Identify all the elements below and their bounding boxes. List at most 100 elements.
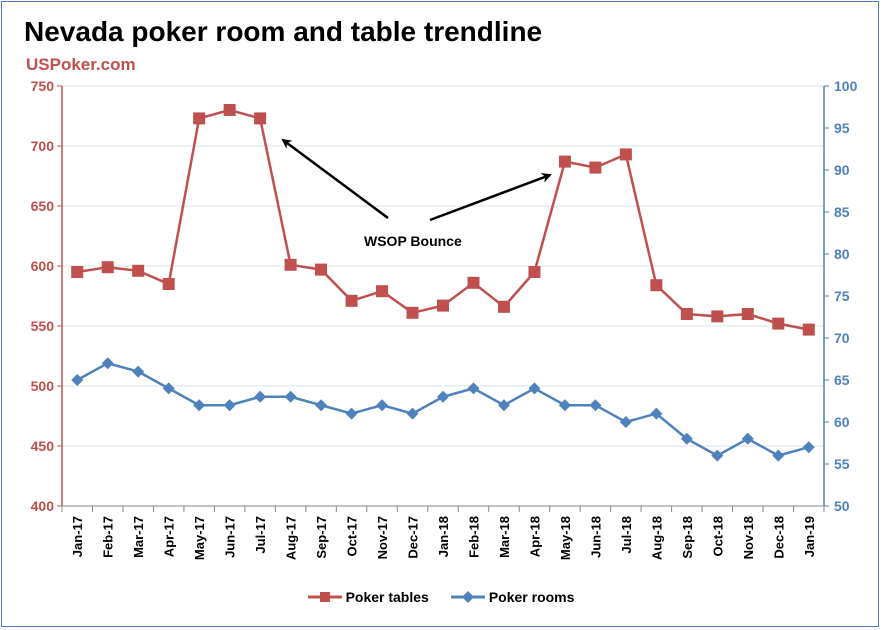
poker-rooms-line bbox=[76, 361, 810, 458]
poker-rooms-point bbox=[315, 399, 328, 412]
poker-rooms-point bbox=[223, 399, 236, 412]
poker-rooms-point bbox=[589, 399, 602, 412]
chart-title: Nevada poker room and table trendline bbox=[24, 16, 543, 47]
x-tick-label: Nov-17 bbox=[375, 516, 390, 559]
y-left-tick-label: 550 bbox=[31, 318, 55, 334]
y-right-tick-label: 80 bbox=[834, 246, 850, 262]
poker-tables-point bbox=[528, 266, 541, 278]
poker-rooms-point bbox=[101, 357, 114, 370]
y-right-tick-label: 95 bbox=[834, 120, 850, 136]
poker-rooms-point bbox=[711, 449, 724, 462]
poker-tables-point bbox=[101, 261, 114, 274]
grid-lines bbox=[62, 85, 824, 447]
poker-tables-point bbox=[315, 263, 328, 276]
poker-tables-point bbox=[802, 323, 815, 336]
x-tick-label: Mar-17 bbox=[131, 516, 146, 558]
x-tick-label: Aug-18 bbox=[649, 516, 664, 560]
poker-rooms-point bbox=[345, 407, 358, 420]
x-tick-label: Sep-18 bbox=[680, 516, 695, 559]
poker-rooms-point bbox=[193, 399, 206, 412]
x-tick-label: Nov-18 bbox=[741, 516, 756, 559]
y-right-tick-label: 55 bbox=[834, 456, 850, 472]
legend-item-rooms: Poker rooms bbox=[450, 589, 575, 605]
poker-tables-point bbox=[680, 308, 693, 320]
poker-rooms-point bbox=[284, 390, 297, 403]
poker-rooms-point bbox=[406, 407, 419, 420]
poker-tables-point bbox=[437, 299, 449, 312]
y-right-tick-label: 90 bbox=[834, 162, 850, 178]
poker-tables-point bbox=[345, 294, 358, 307]
y-right-tick-label: 100 bbox=[834, 78, 858, 94]
y-left-tick-label: 400 bbox=[31, 498, 55, 514]
poker-tables-point bbox=[741, 308, 754, 320]
poker-rooms-point bbox=[376, 399, 389, 412]
poker-tables-point bbox=[284, 258, 297, 271]
x-tick-label: Jan-18 bbox=[436, 516, 451, 557]
y-left-tick-label: 600 bbox=[31, 258, 55, 274]
x-tick-label: Jul-17 bbox=[253, 516, 268, 554]
poker-rooms-point bbox=[650, 407, 663, 420]
legend: Poker tables Poker rooms bbox=[0, 589, 882, 605]
annotation-arrow-left bbox=[281, 138, 389, 220]
poker-rooms-point bbox=[619, 416, 632, 428]
chart-subtitle: USPoker.com bbox=[26, 55, 136, 74]
poker-rooms-point bbox=[132, 365, 145, 378]
poker-tables-point bbox=[406, 306, 419, 319]
poker-tables-line bbox=[77, 108, 810, 331]
x-tick-label: Feb-17 bbox=[101, 516, 116, 558]
poker-rooms-point bbox=[467, 382, 480, 395]
x-tick-label: Jan-19 bbox=[802, 516, 817, 557]
poker-rooms-point bbox=[497, 399, 510, 412]
y-right-tick-label: 50 bbox=[834, 498, 850, 514]
x-tick-label: Apr-18 bbox=[527, 516, 542, 557]
poker-tables-point bbox=[254, 112, 267, 125]
axes: 400 450 500 550 600 650 700 750 50 55 60 65 70 75 80 85… bbox=[31, 78, 858, 560]
poker-tables-point bbox=[558, 155, 571, 168]
x-tick-label: Jan-17 bbox=[70, 516, 85, 557]
y-left-tick-label: 650 bbox=[31, 198, 55, 214]
x-tick-label: May-18 bbox=[558, 516, 573, 560]
poker-tables-point bbox=[193, 112, 206, 125]
y-right-tick-label: 70 bbox=[834, 330, 850, 346]
poker-tables-point bbox=[162, 278, 175, 290]
x-tick-label: Aug-17 bbox=[284, 516, 299, 560]
poker-rooms-point bbox=[437, 390, 449, 403]
legend-label-rooms: Poker rooms bbox=[488, 589, 575, 605]
poker-rooms-point bbox=[772, 449, 785, 462]
y-right-tick-label: 65 bbox=[834, 372, 850, 388]
poker-rooms-point bbox=[802, 441, 815, 454]
legend-swatch-rooms bbox=[450, 591, 485, 603]
poker-rooms-point bbox=[528, 382, 541, 395]
x-tick-label: Apr-17 bbox=[162, 516, 177, 557]
y-right-tick-label: 60 bbox=[834, 414, 850, 430]
legend-swatch-tables bbox=[307, 592, 342, 602]
poker-rooms-point bbox=[741, 432, 754, 445]
poker-tables-point bbox=[376, 285, 389, 298]
y-right-tick-label: 85 bbox=[834, 204, 850, 220]
poker-tables-point bbox=[71, 266, 84, 278]
poker-tables-point bbox=[711, 310, 724, 323]
x-tick-label: Dec-17 bbox=[406, 516, 421, 559]
poker-tables-point bbox=[467, 276, 480, 289]
poker-rooms-point bbox=[680, 432, 693, 445]
annotation: WSOP Bounce bbox=[281, 138, 552, 249]
y-right-tick-label: 75 bbox=[834, 288, 850, 304]
poker-tables-point bbox=[619, 148, 632, 161]
x-tick-label: Jun-17 bbox=[223, 516, 238, 558]
x-tick-label: Feb-18 bbox=[466, 516, 481, 558]
poker-rooms-point bbox=[254, 390, 267, 403]
x-tick-label: Jun-18 bbox=[588, 516, 603, 558]
poker-tables-point bbox=[772, 317, 785, 330]
y-left-tick-label: 450 bbox=[31, 438, 55, 454]
x-tick-label: Dec-18 bbox=[771, 516, 786, 559]
poker-tables-point bbox=[223, 104, 236, 116]
series bbox=[71, 104, 815, 462]
annotation-label: WSOP Bounce bbox=[364, 233, 462, 249]
legend-label-tables: Poker tables bbox=[345, 589, 429, 605]
annotation-arrow-right bbox=[429, 173, 552, 222]
poker-tables-point bbox=[650, 279, 663, 292]
y-left-tick-label: 700 bbox=[31, 138, 55, 154]
poker-tables-point bbox=[589, 161, 602, 174]
poker-rooms-point bbox=[558, 399, 571, 412]
